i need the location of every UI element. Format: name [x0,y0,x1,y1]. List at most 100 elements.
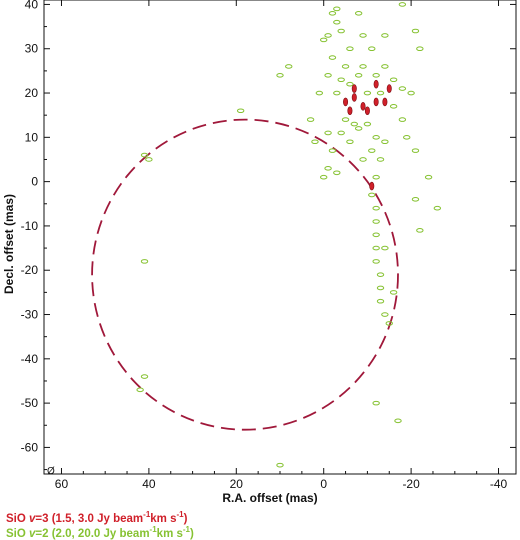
v2-maser-spot [285,64,293,69]
v2-maser-spot [350,121,358,127]
v3-maser-spot [386,84,392,93]
data-points-layer [136,2,442,468]
v2-maser-spot [333,170,341,176]
v2-maser-spot [346,81,354,87]
v3-maser-spot [347,106,353,116]
v2-maser-spot [381,64,389,69]
v2-maser-spot [320,174,328,180]
v2-maser-spot [372,259,380,264]
v2-maser-spot [376,157,385,162]
v2-maser-spot [341,64,350,69]
x-axis-label: R.A. offset (mas) [222,491,317,505]
y-tick-label: -30 [21,308,39,322]
legend-entry-sio-v2: SiO v=2 (2.0, 20.0 Jy beam-1km s-1) [6,525,194,540]
x-tick-label: -20 [402,477,420,491]
v2-maser-spot [411,28,420,34]
v2-maser-spot [368,192,376,198]
v2-maser-spot [354,10,363,16]
v2-maser-spot [394,418,402,424]
v3-maser-spot [360,102,366,111]
v2-maser-spot [411,197,420,202]
v2-maser-spot [433,205,442,211]
v2-maser-spot [376,90,385,96]
v2-maser-spot [368,46,376,52]
v2-maser-spot [381,139,389,145]
v2-maser-spot [389,290,398,295]
v2-maser-spot [416,228,424,233]
v2-maser-spot [341,117,350,122]
v2-maser-spot [359,64,367,69]
v2-maser-spot [398,86,407,91]
v2-maser-spot [136,387,144,393]
v2-maser-spot [403,135,411,140]
v2-maser-spot [328,148,337,153]
y-tick-label: -20 [21,263,39,277]
v2-maser-spot [324,130,332,136]
v2-maser-spot [381,33,389,38]
x-tick-label: 40 [142,477,156,491]
y-tick-label: 30 [25,42,39,56]
v2-maser-spot [140,259,149,264]
v2-maser-spot [363,90,372,96]
y-tick-label: 0 [31,175,38,189]
v2-maser-spot [385,321,393,326]
plot-frame [43,0,517,475]
v2-maser-spot [411,148,420,153]
v3-maser-spot [364,106,370,116]
v2-maser-spot [376,272,385,277]
v2-maser-spot [381,312,389,317]
v2-maser-spot [416,46,424,52]
v2-maser-spot [398,2,407,7]
y-axis-label: Decl. offset (mas) [2,194,16,294]
v3-maser-spot [343,97,349,107]
v2-maser-spot [328,55,337,60]
v2-maser-spot [381,245,389,251]
v2-maser-spot [145,157,153,162]
v2-maser-spot [363,121,372,127]
v2-maser-spot [276,73,284,78]
v2-maser-spot [354,126,363,131]
v2-maser-spot [372,135,380,140]
beam-symbol: Ø [47,466,55,477]
v2-maser-spot [372,219,380,224]
v2-maser-spot [354,73,363,78]
v2-maser-spot [376,285,385,291]
y-tick-label: -40 [21,352,39,366]
v2-maser-spot [328,10,337,16]
v2-maser-spot [389,104,398,109]
v2-maser-spot [372,400,380,406]
v2-maser-spot [311,139,319,145]
v2-maser-spot [376,298,385,304]
v2-maser-spot [389,77,398,83]
v2-maser-spot [359,157,367,162]
v2-maser-spot [372,232,380,238]
v2-maser-spot [372,73,380,78]
v2-maser-spot [372,174,380,180]
y-tick-label: 10 [25,130,39,144]
y-tick-label: -60 [21,440,39,454]
v3-maser-spot [351,93,357,102]
v2-maser-spot [306,117,315,122]
v2-maser-spot [346,139,354,145]
dashed-ring [91,118,399,431]
axes-layer: 60 40 20 0 -20 -40 40 30 20 10 0 -10 -20 -30 -40 -50 -60 [21,0,517,491]
x-tick-label: 0 [320,477,327,491]
v2-maser-spot [372,205,380,211]
v2-maser-spot [324,166,332,171]
x-tick-label: 20 [230,477,244,491]
y-tick-label: -50 [21,396,39,410]
legend-entry-sio-v3: SiO v=3 (1.5, 3.0 Jy beam-1km s-1) [6,510,188,525]
v2-maser-spot [424,174,433,180]
v2-maser-spot [236,108,245,114]
v2-maser-spot [140,374,149,379]
v3-maser-spot [351,84,357,93]
ring-layer [91,118,399,431]
x-tick-label: -40 [490,477,508,491]
v2-maser-spot [324,73,332,78]
v2-maser-spot [359,33,367,38]
v2-maser-spot [337,77,345,83]
v2-maser-spot [333,90,341,96]
v3-maser-spot [382,97,388,107]
v3-maser-spot [373,97,379,107]
